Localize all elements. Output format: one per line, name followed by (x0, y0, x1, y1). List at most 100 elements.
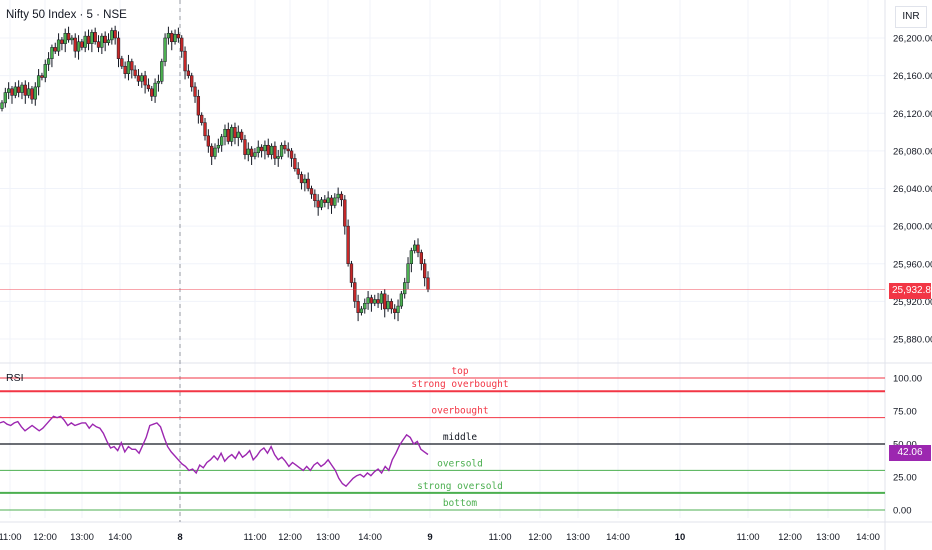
currency-label[interactable]: INR (895, 6, 927, 28)
candle (20, 82, 24, 100)
candle-body (20, 84, 24, 93)
candle-body (76, 41, 81, 52)
candle-body (296, 168, 300, 175)
candle (289, 148, 294, 167)
candle (10, 85, 14, 104)
candle (253, 148, 257, 160)
candle-body (83, 35, 87, 48)
candle (269, 143, 274, 160)
rsi-series (0, 415, 429, 488)
candle (153, 78, 157, 103)
candle (293, 153, 297, 172)
time-tick-label: 12:00 (778, 532, 802, 543)
candle (63, 28, 67, 53)
candle (366, 291, 370, 310)
candle (359, 306, 364, 316)
candle-body (16, 86, 21, 93)
candle (220, 133, 224, 152)
candle (276, 149, 280, 167)
candle (329, 195, 334, 214)
candle-body (306, 178, 310, 189)
candle-body (326, 197, 330, 203)
candle-body (406, 263, 410, 283)
candle-body (303, 178, 307, 184)
candle (296, 162, 300, 180)
candle (163, 33, 167, 67)
candle-body (146, 84, 151, 90)
candle (386, 294, 390, 312)
candle (286, 142, 290, 158)
price-tick-label: 25,960.00 (893, 259, 932, 270)
candle-body (426, 277, 430, 290)
axes: 26,200.00 26,160.00 26,120.00 26,080.00 26,0… (0, 34, 932, 543)
candle (326, 191, 330, 210)
candle-body (346, 225, 350, 264)
candle (70, 35, 74, 45)
candle (389, 298, 394, 314)
candle-body (133, 69, 137, 76)
rsi-level-label: oversold (437, 458, 483, 469)
candle-body (343, 199, 347, 227)
candle (113, 25, 117, 45)
candle-body (383, 293, 387, 310)
candle (229, 124, 234, 147)
candle-body (100, 35, 104, 48)
candle (236, 125, 240, 147)
candle (180, 35, 184, 58)
time-tick-label: 8 (177, 532, 182, 543)
candle-body (183, 50, 187, 72)
time-tick-label: 13:00 (816, 532, 840, 543)
candle-body (180, 37, 184, 52)
candle (259, 144, 264, 158)
price-tick-label: 26,200.00 (893, 34, 932, 45)
candle (239, 129, 244, 143)
symbol-title[interactable]: Nifty 50 Index · 5 · NSE (6, 9, 127, 21)
candle (206, 129, 210, 153)
candle (103, 31, 107, 52)
rsi-line (0, 415, 429, 488)
candle (379, 291, 384, 310)
candle-body (329, 197, 334, 206)
candle-body (156, 81, 161, 84)
candle (46, 52, 51, 71)
candle-body (243, 139, 247, 155)
candle-body (200, 114, 204, 123)
candle-body (60, 39, 64, 44)
candle (319, 196, 324, 211)
candle (336, 187, 340, 203)
candle (166, 26, 171, 45)
rsi-level-label: strong overbought (411, 379, 508, 390)
candle-body (30, 88, 34, 100)
candle (376, 292, 380, 308)
candle-body (266, 144, 270, 155)
candle-body (369, 297, 374, 304)
candles (0, 25, 430, 322)
candle (416, 238, 420, 258)
candle (256, 140, 260, 158)
candle-body (276, 156, 280, 159)
candle-body (96, 41, 101, 48)
candle (170, 30, 174, 51)
candle-body (316, 200, 320, 208)
candle-body (193, 86, 197, 97)
rsi-label[interactable]: RSI (6, 372, 24, 384)
candle-body (319, 199, 324, 208)
candle-body (153, 82, 157, 97)
candle-body (123, 65, 127, 74)
time-tick-label: 11:00 (0, 532, 22, 543)
candle (423, 259, 427, 287)
candle-body (56, 39, 61, 52)
candle-body (216, 144, 220, 149)
candle (203, 117, 207, 141)
candle-body (113, 30, 117, 39)
candle-body (423, 263, 427, 279)
candle-body (170, 33, 174, 43)
candle (309, 185, 314, 199)
candle-body (256, 146, 260, 154)
candle (126, 54, 131, 81)
candle (133, 65, 137, 79)
candle (156, 74, 161, 92)
candle-body (263, 144, 267, 152)
candle-body (220, 136, 224, 146)
